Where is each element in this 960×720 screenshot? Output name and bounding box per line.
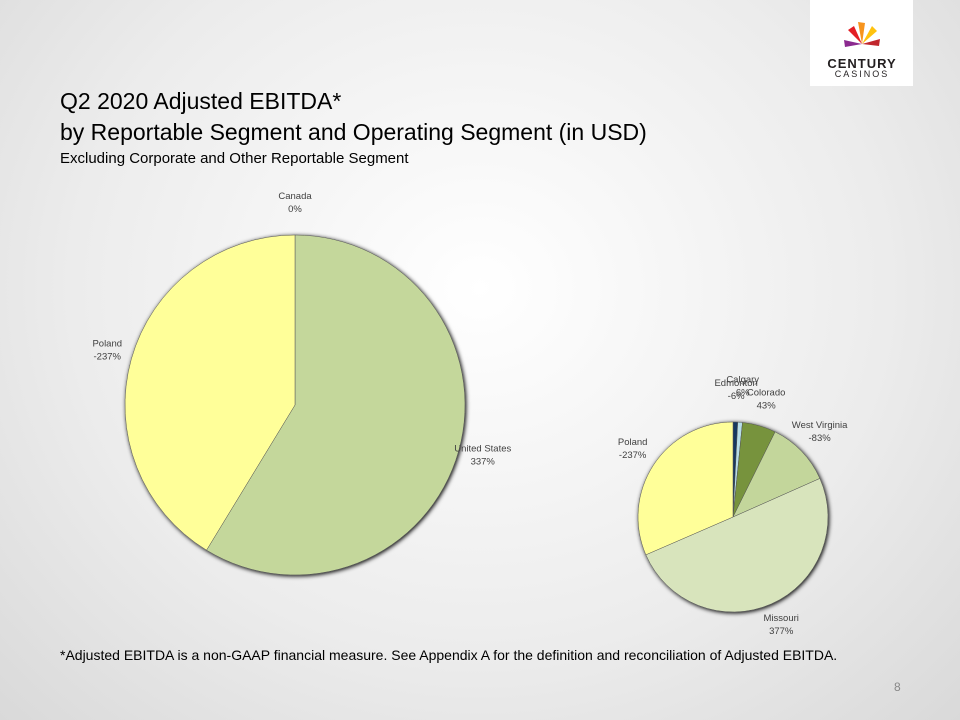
pie-slice (124, 234, 296, 551)
value-label: -237% (94, 351, 122, 362)
slice-label: Colorado (747, 388, 786, 399)
slice-label: Edmonton (714, 378, 757, 389)
logo-text: CENTURY (827, 56, 896, 71)
slice-label: Missouri (764, 613, 799, 624)
page-number: 8 (894, 680, 901, 694)
value-label: 43% (757, 401, 777, 412)
logo-text: CASINOS (835, 69, 890, 79)
value-label: 377% (769, 626, 794, 637)
subtitle: Excluding Corporate and Other Reportable… (60, 150, 409, 167)
logo-mark: CENTURY CASINOS (827, 22, 896, 79)
value-label: 337% (471, 457, 496, 468)
pie-slice (645, 478, 829, 613)
title-line: by Reportable Segment and Operating Segm… (60, 119, 647, 145)
value-label: 6% (736, 387, 750, 398)
value-label: -83% (809, 433, 832, 444)
value-label: 0% (288, 204, 302, 215)
pie-slice (637, 421, 734, 556)
slice-label: Canada (278, 191, 312, 202)
pie (124, 234, 466, 576)
slice-label: United States (454, 444, 511, 455)
value-label: -237% (619, 450, 647, 461)
title: Q2 2020 Adjusted EBITDA* by Reportable S… (60, 86, 647, 148)
slice-label: Calgary (726, 374, 759, 385)
footnote: *Adjusted EBITDA is a non-GAAP financial… (60, 647, 838, 663)
slice-label: Poland (92, 338, 122, 349)
pie-slice (732, 431, 821, 518)
slice-label: Poland (618, 437, 648, 448)
pie (637, 421, 829, 613)
logo: CENTURY CASINOS (810, 0, 913, 86)
value-label: -6% (728, 391, 745, 402)
pie-slice (206, 234, 466, 576)
title-line: Q2 2020 Adjusted EBITDA* (60, 88, 342, 114)
slice-label: West Virginia (792, 420, 848, 431)
